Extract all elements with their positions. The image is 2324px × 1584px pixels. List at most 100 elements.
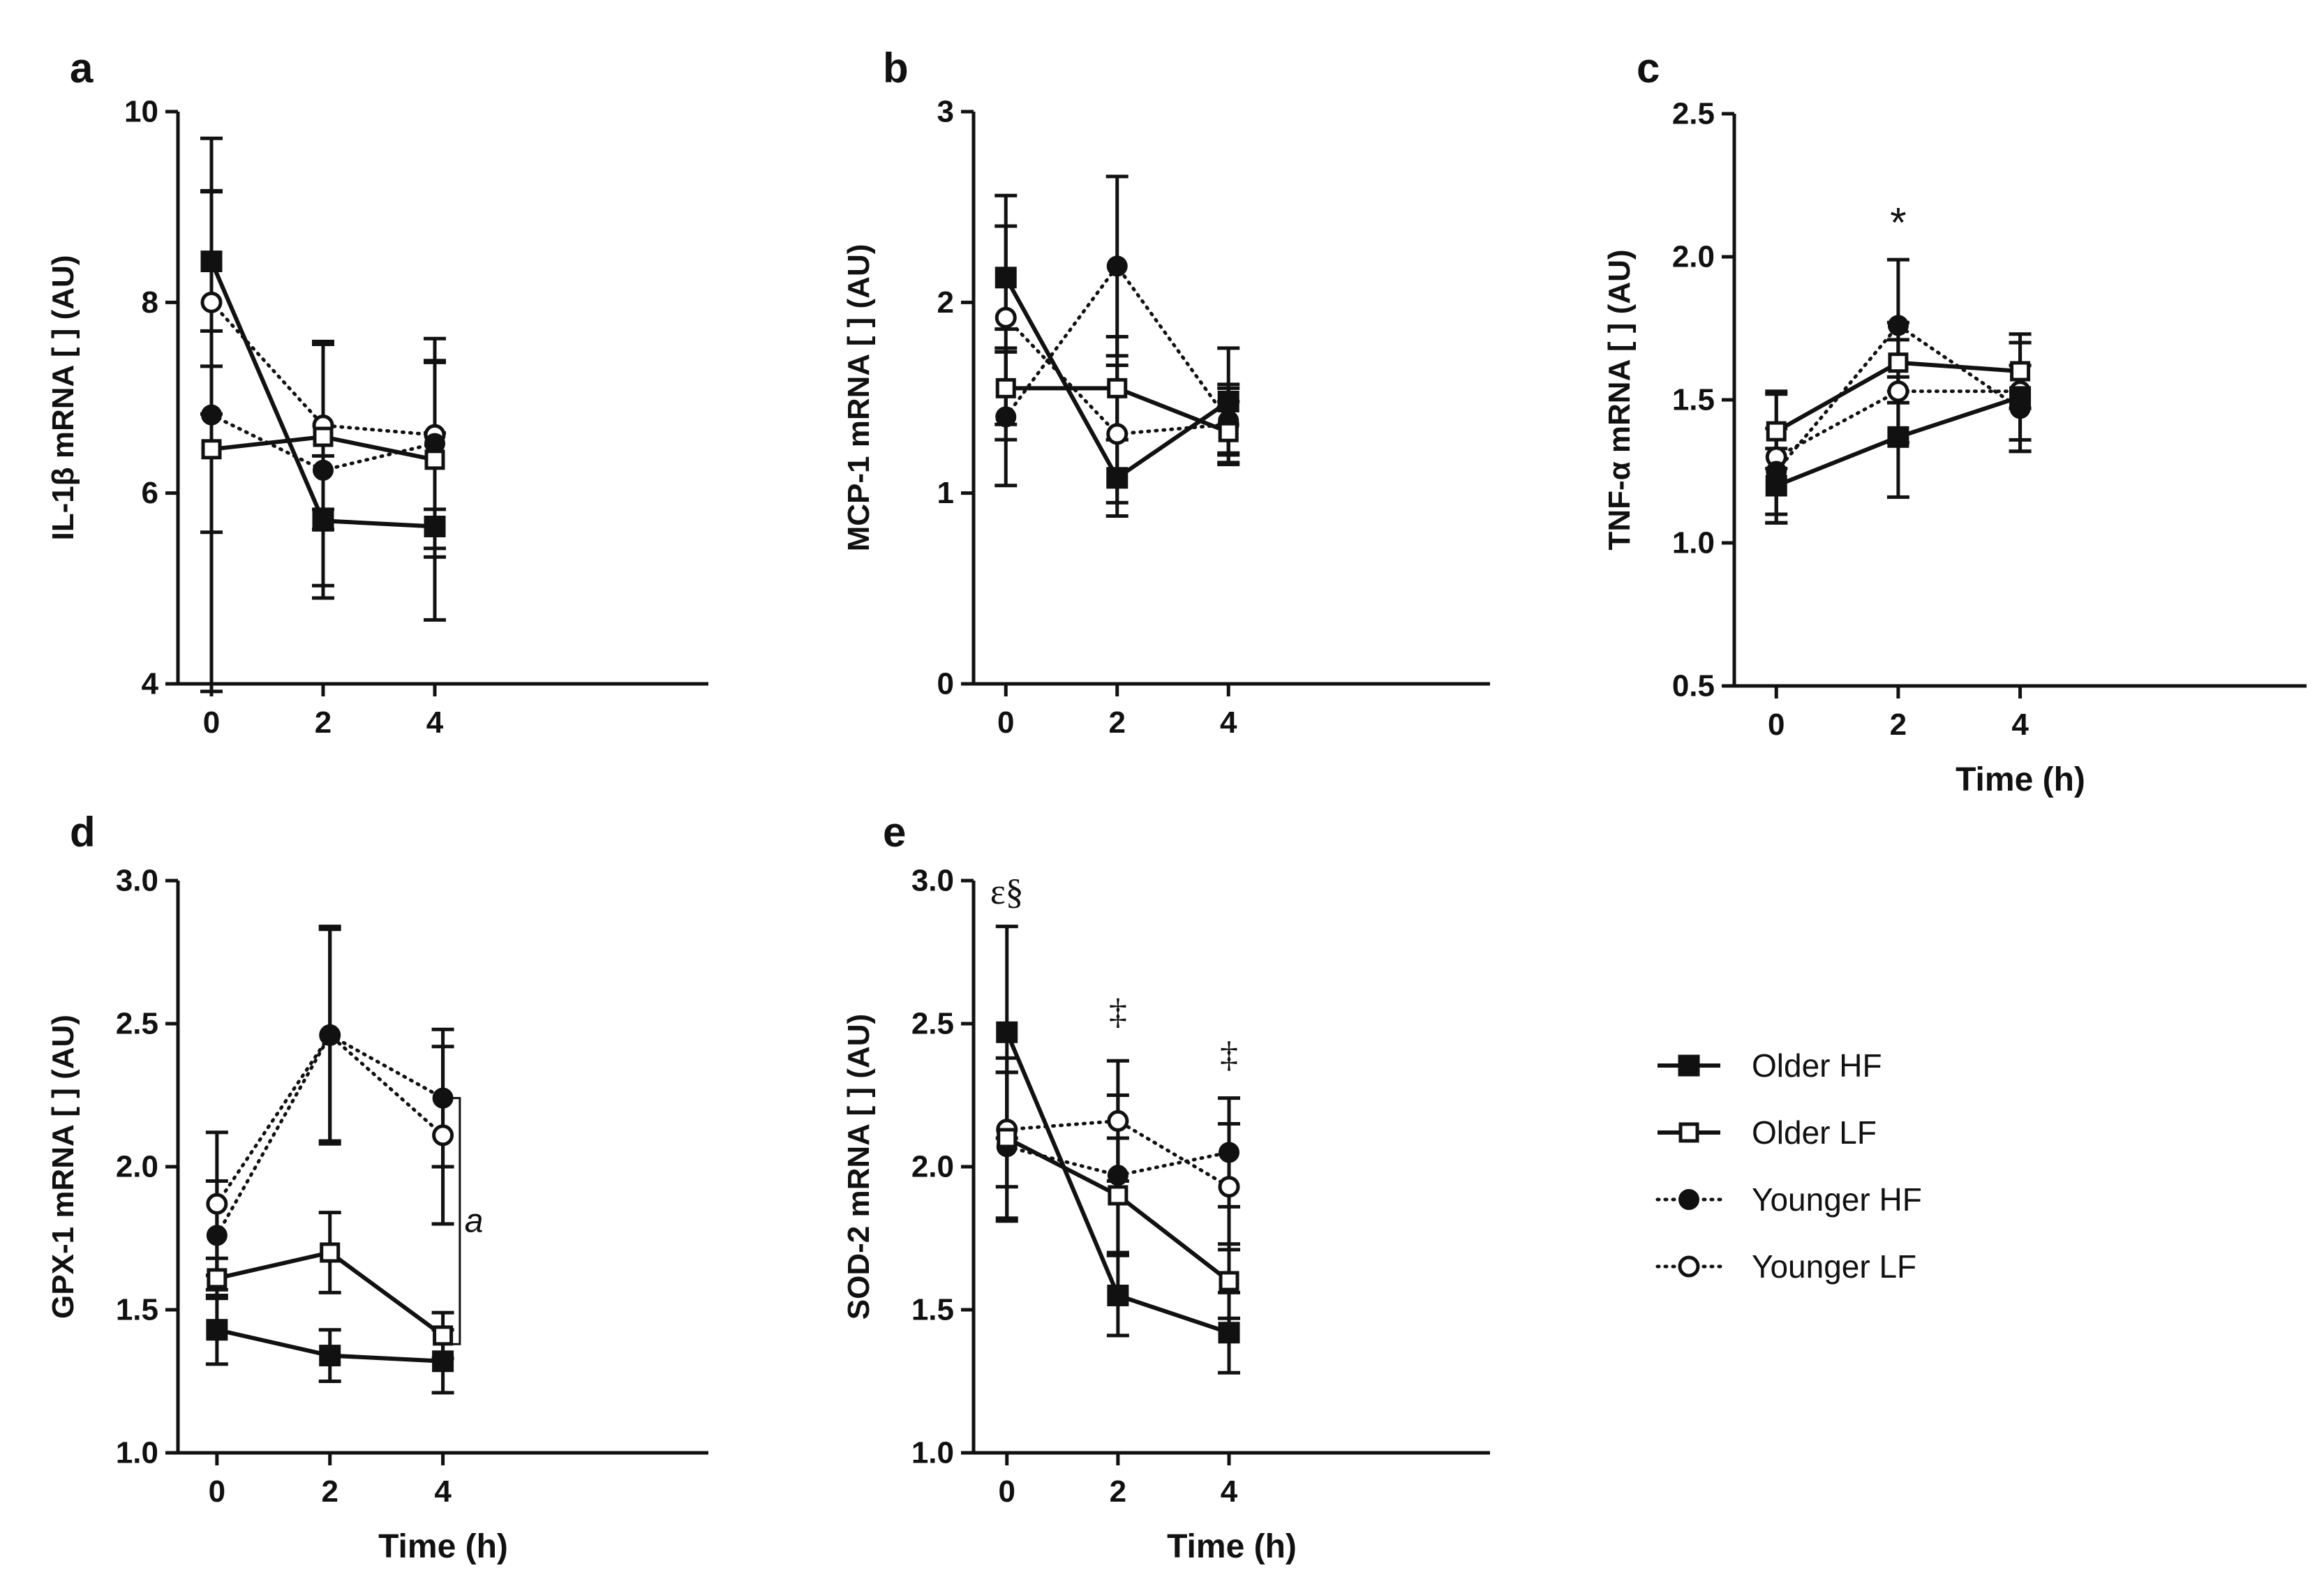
panel-letter: e — [883, 809, 906, 855]
series-line — [1005, 1119, 1231, 1189]
legend-label: Older HF — [1752, 1047, 1882, 1084]
legend-label: Younger HF — [1752, 1181, 1922, 1218]
legend-label: Younger LF — [1752, 1248, 1916, 1285]
data-point — [200, 291, 223, 313]
data-point — [1766, 421, 1787, 442]
y-tick-label: 1.0 — [116, 1436, 158, 1470]
y-axis-label: SOD-2 mRNA [ ] (AU) — [842, 1014, 876, 1320]
x-tick-label: 4 — [426, 705, 444, 740]
data-point — [995, 306, 1017, 329]
y-tick-label: 2.5 — [116, 1007, 158, 1041]
data-point — [1218, 1322, 1240, 1344]
data-point — [1107, 378, 1128, 398]
y-tick-label: 2.0 — [1672, 240, 1715, 274]
series-line — [215, 1032, 445, 1206]
annotation: ‡ — [1220, 1036, 1238, 1075]
panel-letter: d — [70, 809, 96, 855]
legend-item: Older HF — [1658, 1047, 1882, 1084]
y-axis-label: TNF-α mRNA [ ] (AU) — [1602, 249, 1637, 550]
annotation: * — [1890, 199, 1906, 246]
data-point — [313, 426, 334, 447]
y-tick-label: 3 — [937, 95, 954, 129]
y-axis-label: GPX-1 mRNA [ ] (AU) — [46, 1015, 80, 1319]
y-tick-label: 1 — [937, 476, 954, 510]
y-tick-label: 2.5 — [1672, 97, 1715, 131]
x-tick-label: 2 — [1890, 708, 1907, 742]
y-tick-label: 6 — [142, 476, 158, 510]
x-tick-label: 4 — [1220, 705, 1237, 740]
x-tick-label: 0 — [209, 1474, 225, 1509]
data-point — [207, 1268, 228, 1289]
y-tick-label: 3.0 — [911, 864, 954, 898]
data-point — [424, 449, 445, 470]
x-tick-label: 4 — [1221, 1474, 1238, 1509]
legend-item: Older LF — [1658, 1114, 1877, 1151]
data-point — [1106, 467, 1129, 489]
data-point — [1887, 315, 1909, 336]
legend-label: Older LF — [1752, 1114, 1877, 1151]
y-tick-label: 1.5 — [911, 1293, 954, 1327]
panel-a: a 4 6 8 10 0 2 4 IL-1β mRNA [ ] (AU) — [46, 45, 708, 740]
panel-letter: a — [70, 45, 94, 91]
legend-marker — [1678, 1255, 1700, 1278]
x-tick-label: 4 — [434, 1474, 452, 1509]
data-point — [996, 1021, 1018, 1043]
legend-marker — [1678, 1054, 1700, 1077]
x-axis-label: Time (h) — [378, 1528, 508, 1565]
y-axis-label: MCP-1 mRNA [ ] (AU) — [842, 244, 876, 552]
x-tick-label: 4 — [2011, 708, 2029, 742]
data-point — [1107, 1285, 1129, 1306]
data-point — [1217, 390, 1239, 412]
panel-c: c 0.5 1.0 1.5 2.0 2.5 0 2 4 TNF-α mRNA [ ] (AU) Ti… — [1602, 45, 2307, 798]
data-point — [206, 1193, 228, 1215]
annotation: a — [465, 1202, 484, 1239]
data-point — [432, 1124, 454, 1146]
y-tick-label: 0 — [937, 667, 954, 701]
y-tick-label: 1.0 — [911, 1436, 954, 1470]
x-tick-label: 0 — [998, 1474, 1015, 1509]
y-tick-label: 4 — [142, 667, 159, 701]
y-tick-label: 1.5 — [1672, 383, 1715, 417]
y-tick-label: 8 — [142, 285, 158, 320]
legend-item: Younger HF — [1655, 1181, 1922, 1218]
data-point — [424, 516, 446, 537]
y-tick-label: 10 — [124, 95, 158, 129]
x-tick-label: 2 — [1108, 705, 1125, 740]
panel-e: e 1.0 1.5 2.0 2.5 3.0 0 2 4 SOD-2 mRNA [ ] (AU) Ti… — [842, 809, 1490, 1565]
annotation: ε§ — [990, 872, 1024, 912]
y-axis-label: IL-1β mRNA [ ] (AU) — [46, 255, 80, 541]
data-point — [995, 406, 1017, 428]
data-point — [432, 1350, 454, 1373]
data-point — [1888, 352, 1909, 373]
x-axis-label: Time (h) — [1956, 761, 2085, 798]
data-point — [206, 1225, 228, 1246]
data-point — [1765, 475, 1787, 497]
data-point — [1107, 1109, 1129, 1132]
data-point — [1106, 423, 1129, 445]
significance-bracket — [447, 1097, 461, 1345]
data-point — [2009, 386, 2032, 408]
annotation: ‡ — [1109, 992, 1127, 1032]
panel-letter: b — [883, 45, 909, 91]
panel-letter: c — [1637, 45, 1660, 91]
data-point — [997, 1128, 1018, 1149]
data-point — [1887, 426, 1909, 448]
x-tick-label: 0 — [997, 705, 1014, 740]
y-tick-label: 3.0 — [116, 864, 158, 898]
panel-d: d 1.0 1.5 2.0 2.5 3.0 0 2 4 GPX-1 mRNA [ ] (AU) Ti… — [46, 809, 708, 1565]
data-point — [206, 1319, 228, 1341]
data-point — [1887, 380, 1909, 403]
y-tick-label: 1.5 — [116, 1293, 158, 1327]
data-point — [200, 251, 223, 273]
data-point — [1107, 1165, 1129, 1186]
data-point — [319, 1345, 341, 1367]
series-line — [1774, 323, 2023, 473]
x-tick-label: 0 — [203, 705, 220, 740]
data-point — [1218, 421, 1239, 442]
data-point — [1108, 1185, 1129, 1206]
legend-item: Younger LF — [1655, 1248, 1916, 1285]
series-older-hf — [205, 1294, 454, 1395]
y-tick-label: 2.0 — [116, 1150, 158, 1184]
data-point — [313, 459, 334, 481]
